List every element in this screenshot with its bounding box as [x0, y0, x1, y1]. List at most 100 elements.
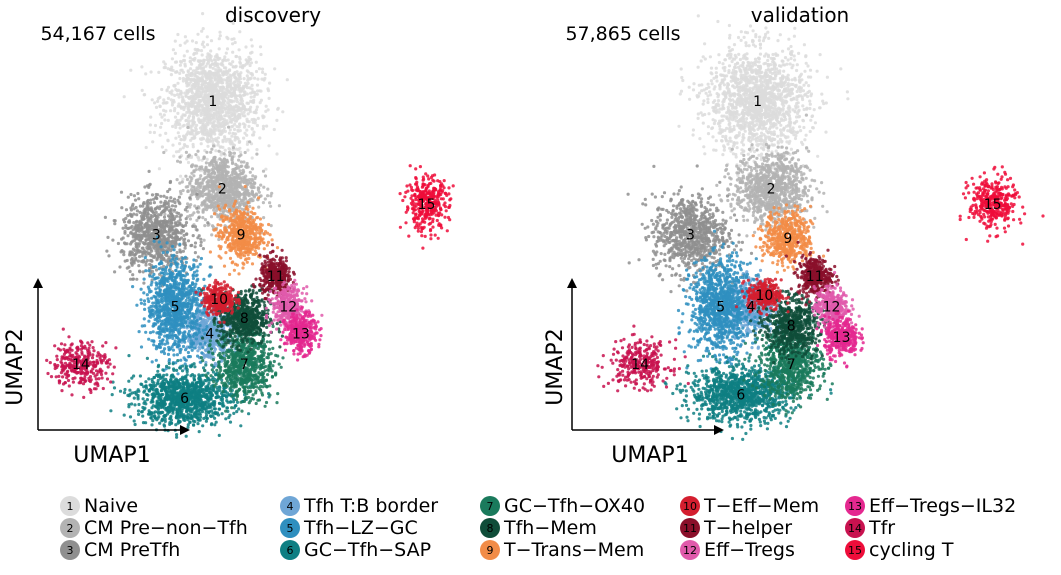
data-point: [187, 69, 190, 72]
data-point: [155, 284, 158, 287]
data-point: [140, 217, 143, 220]
data-point: [213, 346, 216, 349]
data-point: [243, 123, 246, 126]
data-point: [199, 174, 202, 177]
data-point: [176, 112, 179, 115]
data-point: [188, 182, 191, 185]
data-point: [206, 73, 209, 76]
data-point: [259, 184, 262, 187]
data-point: [212, 113, 215, 116]
data-point: [209, 128, 212, 131]
data-point: [185, 74, 188, 77]
data-point: [189, 203, 192, 206]
data-point: [151, 140, 154, 143]
data-point: [225, 140, 228, 143]
data-point: [205, 151, 208, 154]
data-point: [229, 108, 232, 111]
data-point: [178, 182, 181, 185]
data-point: [174, 126, 177, 129]
data-point: [267, 108, 270, 111]
data-point: [168, 216, 171, 219]
data-point: [151, 302, 154, 305]
data-point: [196, 355, 199, 358]
data-point: [185, 81, 188, 84]
data-point: [169, 211, 172, 214]
data-point: [239, 182, 242, 185]
data-point: [262, 170, 265, 173]
data-point: [228, 115, 231, 118]
data-point: [214, 139, 217, 142]
data-point: [167, 246, 170, 249]
data-point: [146, 259, 149, 262]
data-point: [183, 302, 186, 305]
data-point: [154, 124, 157, 127]
data-point: [239, 165, 242, 168]
data-point: [165, 315, 168, 318]
data-point: [135, 213, 138, 216]
data-point: [242, 160, 245, 163]
data-point: [218, 31, 221, 34]
data-point: [132, 228, 135, 231]
data-point: [223, 152, 226, 155]
data-point: [153, 131, 156, 134]
data-point: [179, 161, 182, 164]
data-point: [143, 231, 146, 234]
data-point: [186, 279, 189, 282]
data-point: [169, 294, 172, 297]
data-point: [220, 348, 223, 351]
data-point: [185, 291, 188, 294]
data-point: [192, 277, 195, 280]
data-point: [204, 110, 207, 113]
data-point: [257, 186, 260, 189]
data-point: [210, 355, 213, 358]
data-point: [229, 139, 232, 142]
data-point: [195, 182, 198, 185]
data-point: [250, 100, 253, 103]
data-point: [192, 123, 195, 126]
data-point: [192, 78, 195, 81]
data-point: [206, 55, 209, 58]
data-point: [149, 123, 152, 126]
data-point: [178, 238, 181, 241]
data-point: [197, 287, 200, 290]
data-point: [211, 171, 214, 174]
data-point: [207, 183, 210, 186]
data-point: [185, 261, 188, 264]
data-point: [247, 125, 250, 128]
data-point: [176, 33, 179, 36]
data-point: [178, 243, 181, 246]
data-point: [186, 84, 189, 87]
data-point: [162, 195, 165, 198]
data-point: [192, 69, 195, 72]
data-point: [184, 95, 187, 98]
data-point: [212, 67, 215, 70]
data-point: [140, 288, 143, 291]
data-point: [194, 106, 197, 109]
data-point: [158, 300, 161, 303]
data-point: [234, 85, 237, 88]
data-point: [251, 156, 254, 159]
data-point: [212, 131, 215, 134]
data-point: [281, 110, 284, 113]
data-point: [235, 105, 238, 108]
data-point: [151, 270, 154, 273]
data-point: [139, 224, 142, 227]
data-point: [118, 265, 121, 268]
data-point: [214, 160, 217, 163]
data-point: [176, 123, 179, 126]
data-point: [165, 196, 168, 199]
data-point: [152, 273, 155, 276]
data-point: [177, 105, 180, 108]
data-point: [205, 420, 208, 423]
data-point: [236, 136, 239, 139]
data-point: [166, 287, 169, 290]
data-point: [234, 182, 237, 185]
data-point: [171, 204, 174, 207]
data-point: [169, 265, 172, 268]
data-point: [203, 185, 206, 188]
data-point: [175, 281, 178, 284]
data-point: [165, 254, 168, 257]
data-point: [113, 386, 116, 389]
data-point: [107, 254, 110, 257]
